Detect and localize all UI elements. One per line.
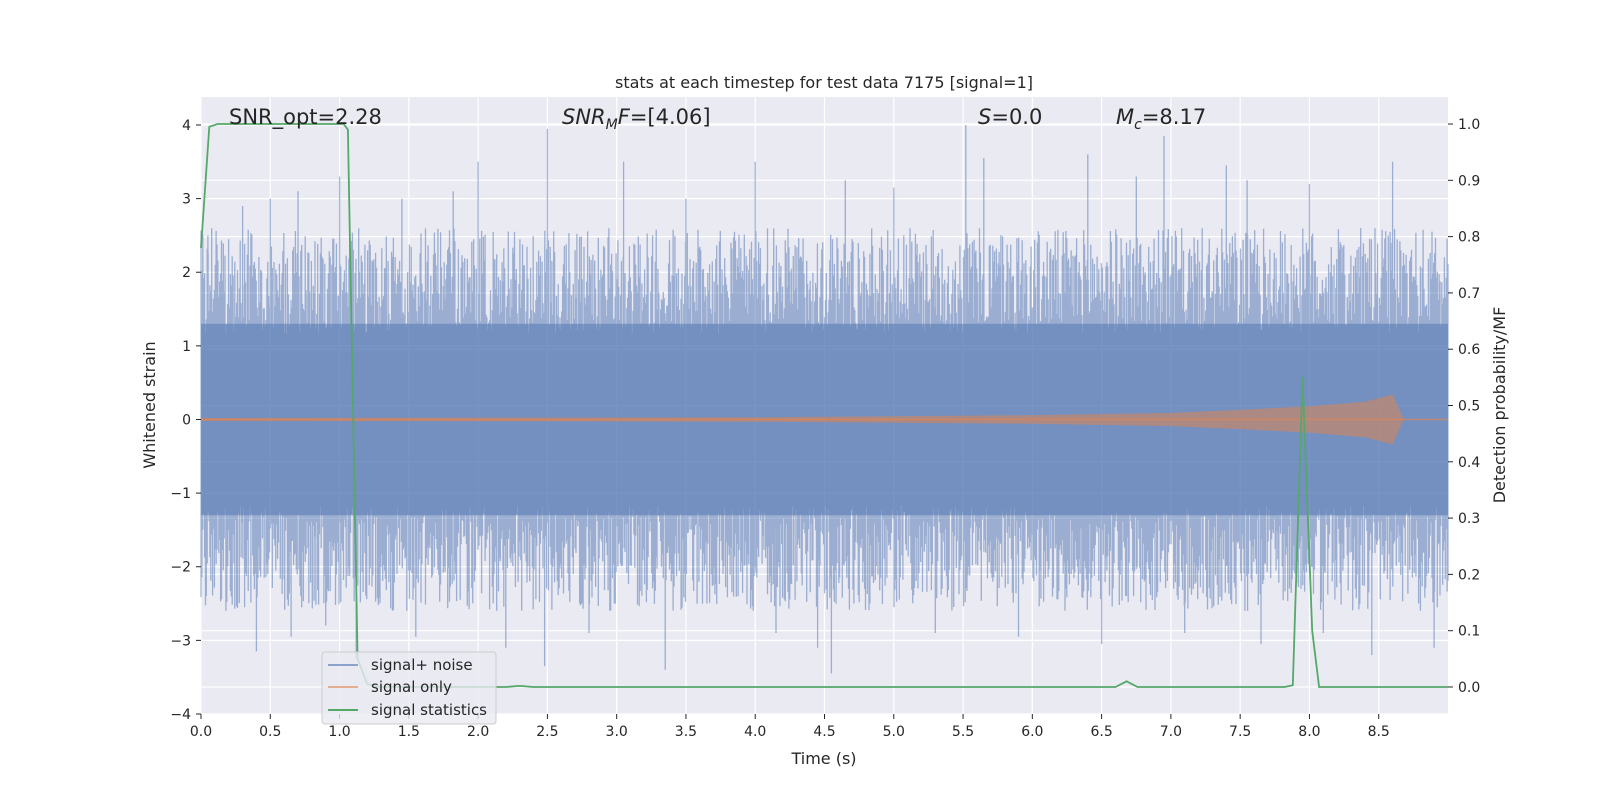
- y2-tick-label: 0.9: [1458, 173, 1480, 189]
- series-signal-only: [201, 394, 1448, 445]
- y2-tick-label: 0.6: [1458, 342, 1480, 358]
- x-axis-label: Time (s): [790, 749, 856, 768]
- legend-label-signal-statistics: signal statistics: [371, 701, 487, 719]
- x-tick-label: 8.5: [1368, 724, 1390, 740]
- x-tick-label: 4.0: [744, 724, 766, 740]
- x-tick-label: 6.0: [1021, 724, 1043, 740]
- noise-trace: [200, 125, 1449, 674]
- y2-tick-label: 0.8: [1458, 230, 1480, 246]
- x-tick-label: 6.5: [1090, 724, 1112, 740]
- y-tick-label: 1: [182, 339, 191, 355]
- y2-tick-label: 0.2: [1458, 567, 1480, 583]
- x-tick-label: 8.0: [1298, 724, 1320, 740]
- y2-tick-label: 0.7: [1458, 286, 1480, 302]
- x-tick-label: 7.0: [1160, 724, 1182, 740]
- y2-tick-label: 0.5: [1458, 399, 1480, 415]
- annotations: SNR_opt=2.28 SNRMF=[4.06] S=0.0 Mc=8.17: [229, 105, 1206, 133]
- x-axis-ticks: 0.0 0.5 1.0 1.5 2.0 2.5 3.0 3.5 4.0 4.5 5.0 5.5 6.0 6…: [190, 714, 1390, 740]
- y2-tick-label: 0.4: [1458, 455, 1480, 471]
- chart-title: stats at each timestep for test data 717…: [615, 73, 1033, 92]
- x-tick-label: 1.5: [398, 724, 420, 740]
- legend-label-signal-only: signal only: [371, 678, 452, 696]
- y2-axis-label: Detection probability/MF: [1490, 307, 1509, 504]
- statistics-line: [200, 123, 1448, 688]
- legend-label-signal-noise: signal+ noise: [371, 656, 473, 674]
- y-tick-label: −1: [170, 486, 191, 502]
- x-tick-label: 4.5: [813, 724, 835, 740]
- legend-box: [321, 651, 497, 725]
- annotation-snr-mf: SNRMF=[4.06]: [562, 105, 711, 133]
- x-tick-label: 5.0: [883, 724, 905, 740]
- annotation-snr-opt: SNR_opt=2.28: [229, 105, 382, 130]
- y-axis-label: Whitened strain: [140, 341, 159, 468]
- x-tick-label: 1.0: [328, 724, 350, 740]
- annotation-mc: Mc=8.17: [1116, 105, 1206, 133]
- x-tick-label: 0.5: [259, 724, 281, 740]
- x-tick-label: 2.0: [467, 724, 489, 740]
- y2-tick-label: 0.3: [1458, 511, 1480, 527]
- y2-tick-label: 1.0: [1458, 117, 1480, 133]
- y2-tick-label: 0.0: [1458, 680, 1480, 696]
- x-tick-label: 0.0: [190, 724, 212, 740]
- y-tick-label: 0: [182, 412, 191, 428]
- y-tick-label: −2: [170, 560, 191, 576]
- y2-axis-ticks: 0.0 0.1 0.2 0.3 0.4 0.5 0.6 0.7 0.8 0.9 1.0: [1448, 117, 1480, 696]
- y-tick-label: −3: [170, 633, 191, 649]
- y-tick-label: −4: [170, 707, 191, 723]
- y2-tick-label: 0.1: [1458, 624, 1480, 640]
- x-tick-label: 3.5: [675, 724, 697, 740]
- y-tick-label: 3: [182, 192, 191, 208]
- y-tick-label: 2: [182, 265, 191, 281]
- legend: signal+ noise signal only signal statist…: [321, 651, 497, 725]
- series-signal-statistics: [200, 123, 1448, 688]
- x-tick-label: 2.5: [536, 724, 558, 740]
- x-tick-label: 5.5: [952, 724, 974, 740]
- annotation-s: S=0.0: [978, 105, 1042, 129]
- x-tick-label: 7.5: [1229, 724, 1251, 740]
- x-tick-label: 3.0: [606, 724, 628, 740]
- y-tick-label: 4: [182, 118, 191, 134]
- y-axis-ticks: −4 −3 −2 −1 0 1 2 3 4: [170, 118, 201, 723]
